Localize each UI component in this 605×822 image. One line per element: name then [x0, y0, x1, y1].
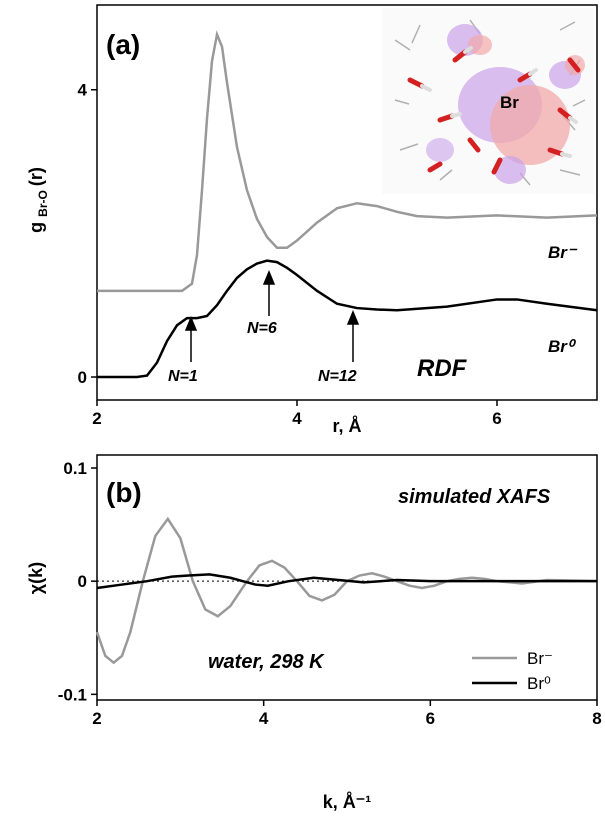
y-tick-label: 0 [78, 572, 87, 591]
arrows [186, 272, 358, 362]
x-tick-label: 2 [92, 409, 101, 428]
panel-label: (b) [106, 477, 142, 508]
data-line [97, 261, 597, 377]
x-tick-label: 4 [259, 709, 269, 728]
x-tick-label: 2 [92, 709, 101, 728]
inset-label: Br [500, 93, 519, 112]
annotation: water, 298 K [208, 651, 325, 673]
x-tick-label: 8 [592, 709, 601, 728]
annotation: N=6 [247, 320, 277, 337]
annotation: N=12 [318, 368, 357, 385]
annotation: N=1 [168, 368, 198, 385]
x-tick-label: 6 [426, 709, 435, 728]
annotation: RDF [417, 355, 468, 382]
legend-label: Br⁻ [527, 649, 553, 668]
y-tick-label: 0.1 [63, 459, 87, 478]
y-tick-label: 4 [78, 81, 88, 100]
y-tick-label: -0.1 [58, 685, 87, 704]
annotation: simulated XAFS [398, 486, 551, 508]
series-label: Br⁰ [548, 337, 577, 356]
inset-image: Br [382, 8, 594, 194]
series-label: Br⁻ [548, 243, 578, 262]
data-line [97, 519, 597, 663]
panel-label: (a) [106, 29, 140, 60]
legend-label: Br⁰ [527, 674, 551, 693]
figure: Br (a) N=1 N=6 N=12 RDF (b) simulated XA… [0, 0, 605, 817]
x-tick-label: 6 [492, 409, 501, 428]
y-axis-label: g Br-O(r) [26, 167, 50, 233]
x-axis-label: r, Å [332, 416, 361, 436]
y-tick-label: 0 [78, 368, 87, 387]
y-axis-label: χ(k) [26, 562, 46, 594]
x-tick-label: 4 [292, 409, 302, 428]
x-axis-label: k, Å⁻¹ [323, 792, 372, 812]
